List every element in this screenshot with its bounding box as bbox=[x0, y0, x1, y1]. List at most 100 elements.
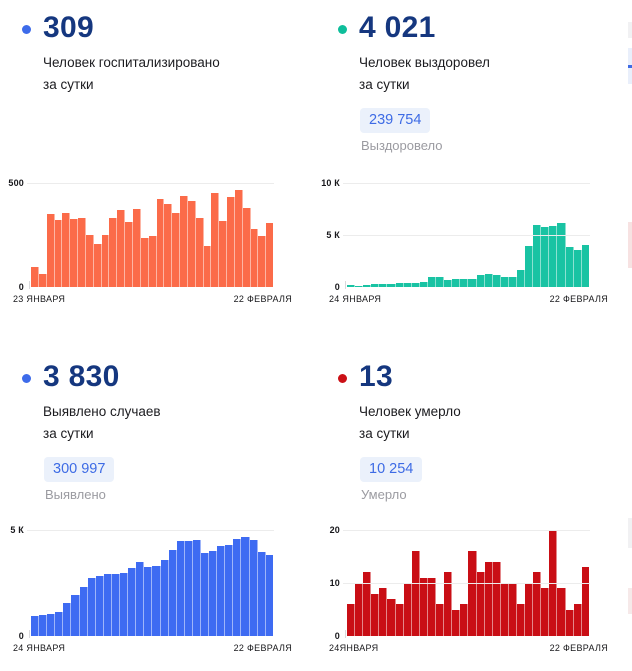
bar[interactable] bbox=[533, 572, 542, 636]
bar[interactable] bbox=[508, 277, 517, 287]
bar[interactable] bbox=[460, 604, 469, 636]
bar[interactable] bbox=[144, 567, 153, 636]
bar[interactable] bbox=[379, 588, 388, 636]
bar[interactable] bbox=[250, 229, 259, 287]
bar[interactable] bbox=[266, 222, 274, 287]
bar[interactable] bbox=[200, 553, 210, 636]
bar[interactable] bbox=[444, 572, 453, 636]
bar[interactable] bbox=[87, 577, 96, 636]
bar[interactable] bbox=[227, 197, 235, 287]
bar[interactable] bbox=[565, 609, 574, 636]
bar[interactable] bbox=[427, 577, 437, 636]
bar[interactable] bbox=[103, 574, 112, 636]
bar[interactable] bbox=[249, 539, 258, 636]
bar[interactable] bbox=[533, 224, 542, 287]
bar[interactable] bbox=[452, 279, 461, 287]
bar[interactable] bbox=[347, 604, 356, 636]
bar[interactable] bbox=[411, 551, 420, 636]
bar[interactable] bbox=[525, 245, 534, 287]
bar[interactable] bbox=[419, 577, 428, 636]
bars[interactable] bbox=[31, 183, 274, 287]
bar[interactable] bbox=[436, 604, 445, 636]
bar[interactable] bbox=[484, 274, 493, 287]
bar[interactable] bbox=[371, 284, 380, 287]
bar[interactable] bbox=[541, 588, 550, 636]
bar[interactable] bbox=[234, 190, 243, 287]
bar[interactable] bbox=[31, 267, 39, 287]
bar[interactable] bbox=[444, 279, 453, 287]
bar[interactable] bbox=[508, 583, 517, 636]
bar[interactable] bbox=[180, 196, 188, 287]
bar[interactable] bbox=[219, 221, 228, 287]
bar[interactable] bbox=[211, 192, 220, 287]
bar[interactable] bbox=[516, 604, 526, 636]
bar[interactable] bbox=[241, 537, 250, 636]
bar[interactable] bbox=[355, 583, 364, 636]
bars[interactable] bbox=[31, 530, 273, 636]
bar[interactable] bbox=[109, 218, 118, 287]
bar[interactable] bbox=[187, 200, 196, 287]
bar[interactable] bbox=[85, 235, 94, 287]
bar[interactable] bbox=[476, 275, 485, 287]
bar[interactable] bbox=[63, 602, 72, 636]
bar[interactable] bbox=[557, 223, 566, 287]
bar[interactable] bbox=[39, 615, 48, 636]
bar[interactable] bbox=[484, 561, 493, 636]
bar[interactable] bbox=[557, 588, 566, 636]
bar[interactable] bbox=[233, 539, 242, 636]
bar[interactable] bbox=[172, 213, 181, 287]
bar[interactable] bbox=[500, 583, 509, 636]
bar[interactable] bbox=[132, 208, 141, 287]
bar[interactable] bbox=[152, 566, 161, 636]
bar[interactable] bbox=[117, 210, 126, 287]
bar[interactable] bbox=[195, 218, 204, 287]
bar[interactable] bbox=[549, 226, 558, 287]
bar[interactable] bbox=[387, 598, 396, 636]
bar[interactable] bbox=[79, 587, 88, 636]
bar[interactable] bbox=[54, 220, 63, 287]
bar[interactable] bbox=[95, 575, 104, 636]
bar[interactable] bbox=[525, 583, 534, 636]
bar[interactable] bbox=[573, 249, 582, 287]
bar[interactable] bbox=[46, 214, 55, 287]
bar[interactable] bbox=[111, 573, 121, 636]
bar[interactable] bbox=[395, 283, 404, 287]
bar[interactable] bbox=[363, 572, 372, 636]
bar[interactable] bbox=[436, 276, 445, 287]
bar[interactable] bbox=[192, 540, 201, 636]
bar[interactable] bbox=[217, 546, 226, 636]
bar[interactable] bbox=[203, 246, 212, 287]
bar[interactable] bbox=[581, 245, 589, 287]
bar[interactable] bbox=[427, 277, 437, 287]
bar[interactable] bbox=[581, 567, 589, 636]
bar[interactable] bbox=[492, 561, 501, 636]
bar[interactable] bbox=[403, 282, 412, 287]
bar[interactable] bbox=[71, 595, 80, 636]
bar[interactable] bbox=[500, 276, 509, 287]
bar[interactable] bbox=[403, 583, 412, 636]
bar[interactable] bbox=[492, 275, 501, 287]
bar[interactable] bbox=[101, 235, 110, 287]
bar[interactable] bbox=[120, 572, 129, 636]
bar[interactable] bbox=[347, 285, 356, 287]
bar[interactable] bbox=[70, 219, 79, 287]
bar[interactable] bbox=[209, 551, 218, 636]
bar[interactable] bbox=[387, 283, 396, 287]
bar[interactable] bbox=[258, 235, 267, 287]
bar[interactable] bbox=[371, 593, 380, 636]
bar[interactable] bbox=[156, 199, 165, 287]
bar[interactable] bbox=[176, 541, 185, 636]
bar[interactable] bbox=[419, 281, 428, 287]
bar[interactable] bbox=[93, 243, 102, 287]
bar[interactable] bbox=[460, 279, 469, 287]
bar[interactable] bbox=[355, 286, 364, 287]
bar[interactable] bbox=[136, 562, 145, 636]
bar[interactable] bbox=[379, 284, 388, 287]
bar[interactable] bbox=[184, 541, 193, 636]
bar[interactable] bbox=[476, 572, 485, 636]
bar[interactable] bbox=[125, 222, 133, 287]
bar[interactable] bbox=[38, 273, 47, 287]
bar[interactable] bbox=[128, 567, 137, 636]
bar[interactable] bbox=[265, 554, 273, 636]
bar[interactable] bbox=[31, 616, 40, 636]
